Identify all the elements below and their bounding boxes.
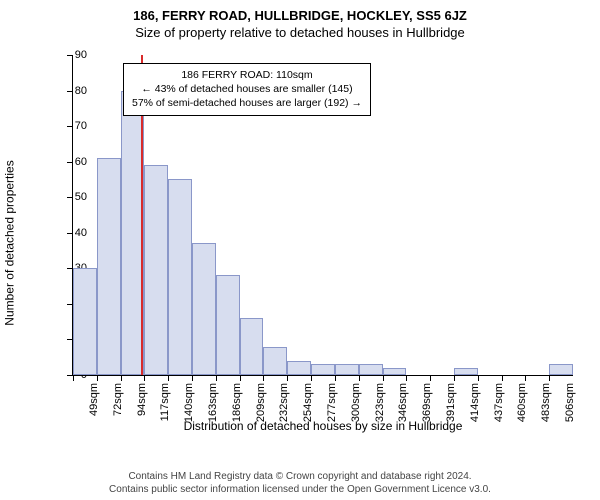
histogram-bar <box>311 364 335 375</box>
x-tick <box>454 375 455 381</box>
x-tick-label: 94sqm <box>136 383 148 438</box>
x-tick-label: 300sqm <box>350 383 362 438</box>
x-tick <box>168 375 169 381</box>
footer-line1: Contains HM Land Registry data © Crown c… <box>0 470 600 483</box>
histogram-bar <box>359 364 383 375</box>
x-tick-label: 323sqm <box>374 383 386 438</box>
x-tick <box>287 375 288 381</box>
x-tick <box>430 375 431 381</box>
x-tick-label: 346sqm <box>397 383 409 438</box>
chart-title-sub: Size of property relative to detached ho… <box>0 23 600 40</box>
x-tick <box>121 375 122 381</box>
y-tick-label: 40 <box>57 227 87 239</box>
x-tick-label: 140sqm <box>183 383 195 438</box>
histogram-bar <box>454 368 478 375</box>
x-tick-label: 391sqm <box>445 383 457 438</box>
histogram-bar <box>168 179 192 375</box>
histogram-bar <box>73 268 97 375</box>
x-tick <box>97 375 98 381</box>
x-tick <box>478 375 479 381</box>
footer-line2: Contains public sector information licen… <box>0 483 600 496</box>
x-tick <box>263 375 264 381</box>
x-tick <box>406 375 407 381</box>
x-tick-label: 209sqm <box>255 383 267 438</box>
x-tick-label: 232sqm <box>278 383 290 438</box>
histogram-bar <box>263 347 287 375</box>
histogram-bar <box>240 318 264 375</box>
x-tick <box>216 375 217 381</box>
y-tick-label: 90 <box>57 49 87 61</box>
callout-line2: ← 43% of detached houses are smaller (14… <box>132 82 362 96</box>
callout-line1: 186 FERRY ROAD: 110sqm <box>132 68 362 82</box>
x-tick-label: 277sqm <box>326 383 338 438</box>
y-tick-label: 60 <box>57 156 87 168</box>
x-tick <box>192 375 193 381</box>
x-tick-label: 369sqm <box>421 383 433 438</box>
annotation-callout: 186 FERRY ROAD: 110sqm ← 43% of detached… <box>123 63 371 116</box>
y-tick-label: 80 <box>57 85 87 97</box>
x-tick <box>144 375 145 381</box>
x-tick-label: 483sqm <box>540 383 552 438</box>
callout-line3: 57% of semi-detached houses are larger (… <box>132 96 362 110</box>
y-axis-label: Number of detached properties <box>3 160 17 325</box>
footer-attribution: Contains HM Land Registry data © Crown c… <box>0 470 600 496</box>
x-tick-label: 117sqm <box>159 383 171 438</box>
histogram-bar <box>97 158 121 375</box>
x-tick-label: 72sqm <box>112 383 124 438</box>
histogram-bar <box>287 361 311 375</box>
x-tick-label: 414sqm <box>469 383 481 438</box>
x-tick <box>502 375 503 381</box>
chart-area: 186 FERRY ROAD: 110sqm ← 43% of detached… <box>50 55 580 430</box>
x-tick <box>525 375 526 381</box>
y-axis-label-wrap: Number of detached properties <box>0 55 20 430</box>
x-tick-label: 437sqm <box>493 383 505 438</box>
x-tick-label: 49sqm <box>88 383 100 438</box>
x-tick <box>359 375 360 381</box>
x-tick-label: 163sqm <box>207 383 219 438</box>
x-tick-label: 254sqm <box>302 383 314 438</box>
y-tick-label: 50 <box>57 191 87 203</box>
plot-region: 186 FERRY ROAD: 110sqm ← 43% of detached… <box>72 55 573 376</box>
x-tick-label: 186sqm <box>231 383 243 438</box>
chart-title-main: 186, FERRY ROAD, HULLBRIDGE, HOCKLEY, SS… <box>0 0 600 23</box>
histogram-bar <box>383 368 407 375</box>
histogram-bar <box>335 364 359 375</box>
x-tick <box>383 375 384 381</box>
x-tick <box>240 375 241 381</box>
y-tick-label: 70 <box>57 120 87 132</box>
x-tick-label: 460sqm <box>516 383 528 438</box>
x-tick <box>335 375 336 381</box>
histogram-bar <box>216 275 240 375</box>
x-tick <box>311 375 312 381</box>
histogram-bar <box>192 243 216 375</box>
histogram-bar <box>144 165 168 375</box>
x-tick <box>73 375 74 381</box>
histogram-bar <box>549 364 573 375</box>
x-tick-label: 506sqm <box>564 383 576 438</box>
x-tick <box>549 375 550 381</box>
